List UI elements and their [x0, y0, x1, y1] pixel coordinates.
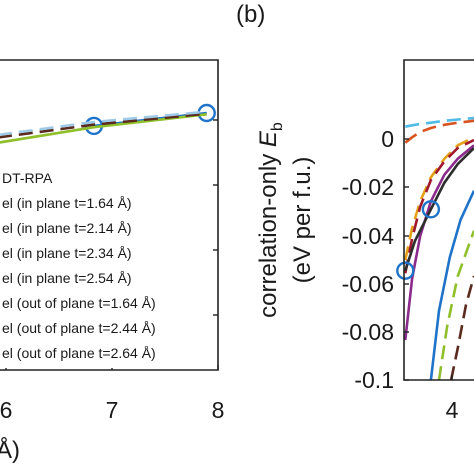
right-series-line-4 [404, 138, 474, 274]
legend-entry-3: el (in plane t=2.14 Å) [2, 220, 132, 236]
left-x-axis-label: Å) [0, 436, 20, 464]
right-y-tick-m006: -0.06 [342, 271, 394, 297]
right-axes-frame [403, 59, 474, 381]
right-series-6-marker-2 [421, 200, 441, 219]
right-series-6-marker-1 [396, 261, 415, 280]
ylabel-subscript: b [269, 122, 286, 131]
legend-entry-8: el (out of plane t=2.64 Å) [2, 345, 156, 361]
legend-entry-7: el (out of plane t=2.44 Å) [2, 320, 156, 336]
left-plot-lines [0, 103, 216, 144]
left-x-tick-label-6: 6 [0, 397, 12, 423]
right-series-line-6 [404, 147, 474, 272]
left-axes-frame [0, 59, 219, 371]
right-series-line-1 [405, 116, 474, 128]
left-panel: 6 7 8 Å) DT-RPA el (in plane t=1.64 Å) e… [0, 59, 225, 464]
panel-label-b: (b) [236, 1, 265, 28]
svg-text:correlation-only Eb: correlation-only Eb [255, 122, 286, 318]
right-series-line-3 [404, 136, 474, 261]
ylabel-symbol: E [255, 130, 282, 147]
left-x-tick-label-8: 8 [212, 397, 225, 423]
legend-entry-2: el (in plane t=1.64 Å) [2, 195, 132, 211]
right-series-line-8 [437, 230, 474, 381]
left-series-line-2 [0, 113, 207, 144]
right-y-tick-m01: -0.1 [354, 367, 394, 393]
legend-entry-6: el (out of plane t=1.64 Å) [2, 295, 156, 311]
right-series-line-2 [404, 119, 474, 144]
right-y-tick-0: 0 [381, 126, 394, 152]
legend-box [0, 152, 212, 368]
right-y-tick-m002: -0.02 [342, 174, 394, 200]
right-y-ticks [404, 138, 453, 381]
legend-entry-1: DT-RPA [2, 170, 53, 186]
right-y-tick-m004: -0.04 [342, 223, 395, 249]
right-y-axis-label: correlation-only Eb (eV per f.u.) [255, 122, 316, 318]
right-series-line-9 [449, 275, 474, 381]
right-series-line-7 [429, 190, 474, 381]
left-series-line-3 [0, 112, 207, 139]
legend-entry-5: el (in plane t=2.54 Å) [2, 270, 132, 286]
legend-entry-4: el (in plane t=2.34 Å) [2, 245, 132, 261]
right-plot-lines [396, 116, 474, 381]
right-y-tick-m008: -0.08 [342, 319, 394, 345]
right-panel: (b) 0 -0.02 -0.04 -0.06 -0.08 -0.1 4 cor… [236, 1, 474, 423]
left-x-tick-label-7: 7 [106, 397, 119, 423]
ylabel-text: correlation-only [255, 147, 282, 318]
ylabel-units: (eV per f.u.) [289, 157, 316, 284]
left-series-line-4 [0, 110, 207, 136]
legend: DT-RPA el (in plane t=1.64 Å) el (in pla… [0, 152, 212, 368]
right-x-tick-4: 4 [446, 397, 459, 423]
